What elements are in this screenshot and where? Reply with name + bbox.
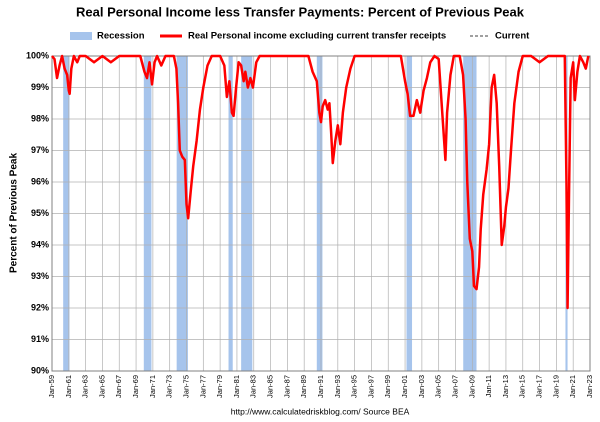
x-tick-label: Jan-75	[181, 375, 190, 398]
y-tick-label: 91%	[31, 334, 49, 344]
chart-title: Real Personal Income less Transfer Payme…	[76, 4, 525, 19]
x-tick-label: Jan-91	[316, 375, 325, 398]
y-axis-label: Percent of Previous Peak	[9, 153, 20, 273]
data-line	[51, 54, 590, 310]
x-tick-label: Jan-87	[282, 375, 291, 398]
x-tick-label: Jan-73	[165, 375, 174, 398]
x-tick-label: Jan-07	[450, 375, 459, 398]
legend-label: Recession	[97, 31, 145, 42]
x-tick-label: Jan-71	[148, 375, 157, 398]
x-tick-label: Jan-23	[585, 375, 594, 398]
y-tick-label: 97%	[31, 145, 49, 155]
x-tick-label: Jan-61	[64, 375, 73, 398]
x-tick-label: Jan-99	[383, 375, 392, 398]
legend-label: Real Personal income excluding current t…	[188, 31, 446, 42]
x-tick-label: Jan-95	[350, 375, 359, 398]
y-tick-label: 90%	[31, 365, 49, 375]
x-tick-label: Jan-21	[568, 375, 577, 398]
x-tick-label: Jan-79	[215, 375, 224, 398]
y-tick-label: 93%	[31, 271, 49, 281]
x-tick-label: Jan-77	[198, 375, 207, 398]
x-tick-label: Jan-19	[551, 375, 560, 398]
x-tick-label: Jan-69	[131, 375, 140, 398]
source: http://www.calculatedriskblog.com/ Sourc…	[231, 406, 410, 416]
x-tick-label: Jan-83	[249, 375, 258, 398]
x-tick-label: Jan-09	[467, 375, 476, 398]
legend-swatch	[70, 32, 92, 40]
y-tick-label: 99%	[31, 82, 49, 92]
x-tick-label: Jan-15	[518, 375, 527, 398]
x-tick-label: Jan-17	[535, 375, 544, 398]
legend-label: Current	[495, 31, 530, 42]
y-tick-label: 98%	[31, 113, 49, 123]
y-tick-label: 94%	[31, 239, 49, 249]
y-tick-label: 92%	[31, 302, 49, 312]
y-tick-label: 96%	[31, 176, 49, 186]
x-tick-label: Jan-85	[266, 375, 275, 398]
x-tick-label: Jan-05	[434, 375, 443, 398]
x-tick-label: Jan-93	[333, 375, 342, 398]
plot-frame	[51, 55, 591, 372]
x-tick-label: Jan-81	[232, 375, 241, 398]
x-tick-label: Jan-13	[501, 375, 510, 398]
x-tick-label: Jan-97	[366, 375, 375, 398]
x-tick-label: Jan-65	[97, 375, 106, 398]
x-tick-label: Jan-63	[81, 375, 90, 398]
y-tick-label: 100%	[26, 50, 49, 60]
x-tick-label: Jan-89	[299, 375, 308, 398]
x-tick-label: Jan-01	[400, 375, 409, 398]
y-tick-label: 95%	[31, 208, 49, 218]
x-tick-label: Jan-59	[47, 375, 56, 398]
x-tick-label: Jan-11	[484, 375, 493, 397]
x-tick-label: Jan-67	[114, 375, 123, 398]
x-tick-label: Jan-03	[417, 375, 426, 398]
